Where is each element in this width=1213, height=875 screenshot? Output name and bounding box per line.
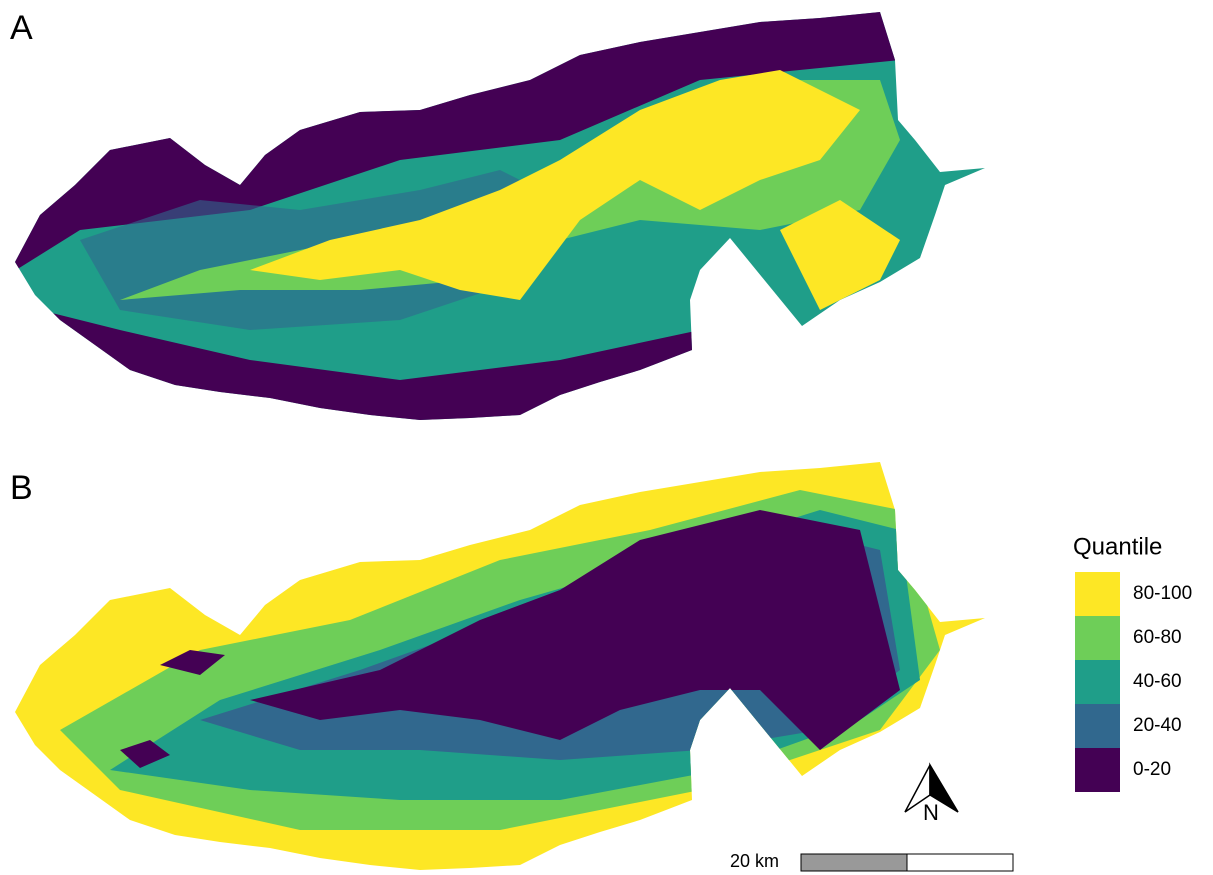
north-arrow: N	[905, 765, 958, 825]
legend-title: Quantile	[1073, 533, 1162, 560]
legend-label: 80-100	[1133, 583, 1192, 604]
map-b	[15, 462, 985, 870]
scale-bar: 20 km	[730, 851, 1013, 871]
map-a	[0, 0, 985, 430]
map-figure: A B Quantile 80-100 60-80 40-60 20-40 0-20 N…	[0, 0, 1213, 875]
panel-label: B	[10, 469, 33, 507]
legend-label: 0-20	[1133, 759, 1171, 780]
legend-swatch	[1075, 704, 1120, 748]
panel-label: A	[10, 9, 33, 47]
legend-swatch	[1075, 572, 1120, 616]
north-label: N	[923, 800, 939, 825]
legend-label: 40-60	[1133, 671, 1182, 692]
legend-label: 60-80	[1133, 627, 1182, 648]
legend-swatch	[1075, 748, 1120, 792]
legend-swatch	[1075, 616, 1120, 660]
legend: 80-100 60-80 40-60 20-40 0-20	[1075, 572, 1192, 792]
legend-swatch	[1075, 660, 1120, 704]
scale-label: 20 km	[730, 851, 779, 871]
legend-label: 20-40	[1133, 715, 1182, 736]
